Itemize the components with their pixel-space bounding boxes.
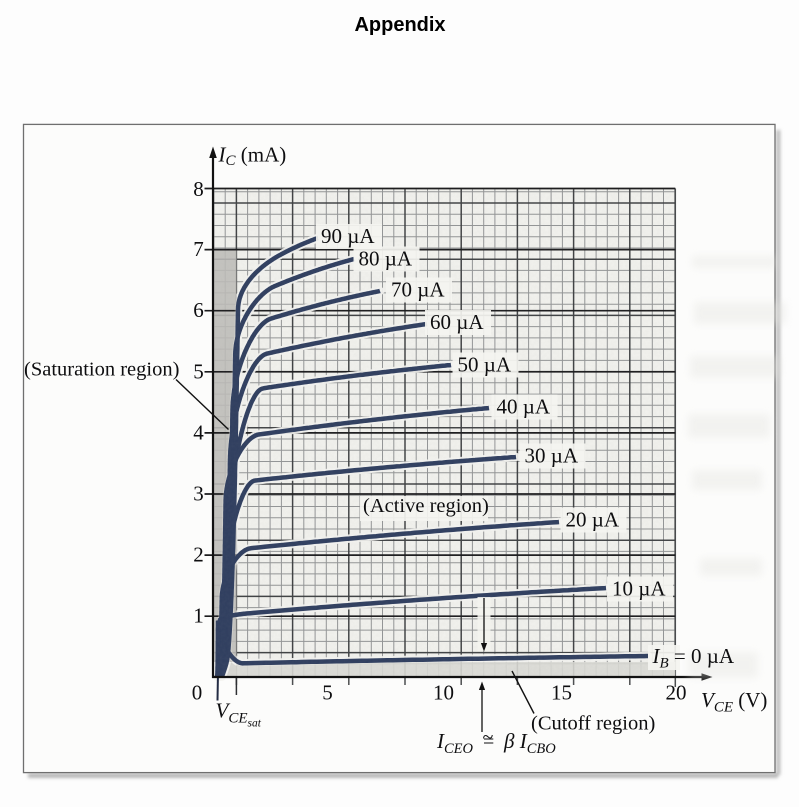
svg-text:5: 5 <box>193 359 204 383</box>
svg-text:1: 1 <box>193 604 204 628</box>
svg-text:70 µA: 70 µA <box>391 278 445 302</box>
svg-text:50 µA: 50 µA <box>458 353 512 377</box>
svg-text:80 µA: 80 µA <box>359 247 413 271</box>
svg-text:60 µA: 60 µA <box>430 310 484 334</box>
svg-text:5: 5 <box>322 681 333 705</box>
svg-text:4: 4 <box>193 420 204 444</box>
svg-text:10 µA: 10 µA <box>612 577 666 601</box>
svg-text:(Cutoff region): (Cutoff region) <box>531 713 655 735</box>
svg-text:VCE (V): VCE (V) <box>701 688 767 716</box>
svg-text:~: ~ <box>483 727 494 749</box>
svg-text:40 µA: 40 µA <box>497 395 551 419</box>
svg-text:20 µA: 20 µA <box>566 508 620 532</box>
svg-text:=: = <box>483 731 494 753</box>
svg-text:30 µA: 30 µA <box>525 444 579 468</box>
svg-text:Appendix: Appendix <box>354 14 445 36</box>
svg-text:6: 6 <box>193 298 204 322</box>
svg-text:10: 10 <box>433 681 454 705</box>
svg-text:(Saturation region): (Saturation region) <box>24 359 179 381</box>
svg-text:8: 8 <box>193 177 204 201</box>
svg-text:3: 3 <box>193 482 204 506</box>
svg-text:15: 15 <box>551 681 572 705</box>
svg-text:20: 20 <box>666 681 687 705</box>
svg-text:0: 0 <box>192 681 203 705</box>
svg-text:2: 2 <box>193 543 204 567</box>
svg-text:(Active region): (Active region) <box>363 495 489 517</box>
svg-text:7: 7 <box>193 237 204 261</box>
svg-text:β ICBO: β ICBO <box>503 729 556 757</box>
svg-text:90 µA: 90 µA <box>321 224 375 248</box>
